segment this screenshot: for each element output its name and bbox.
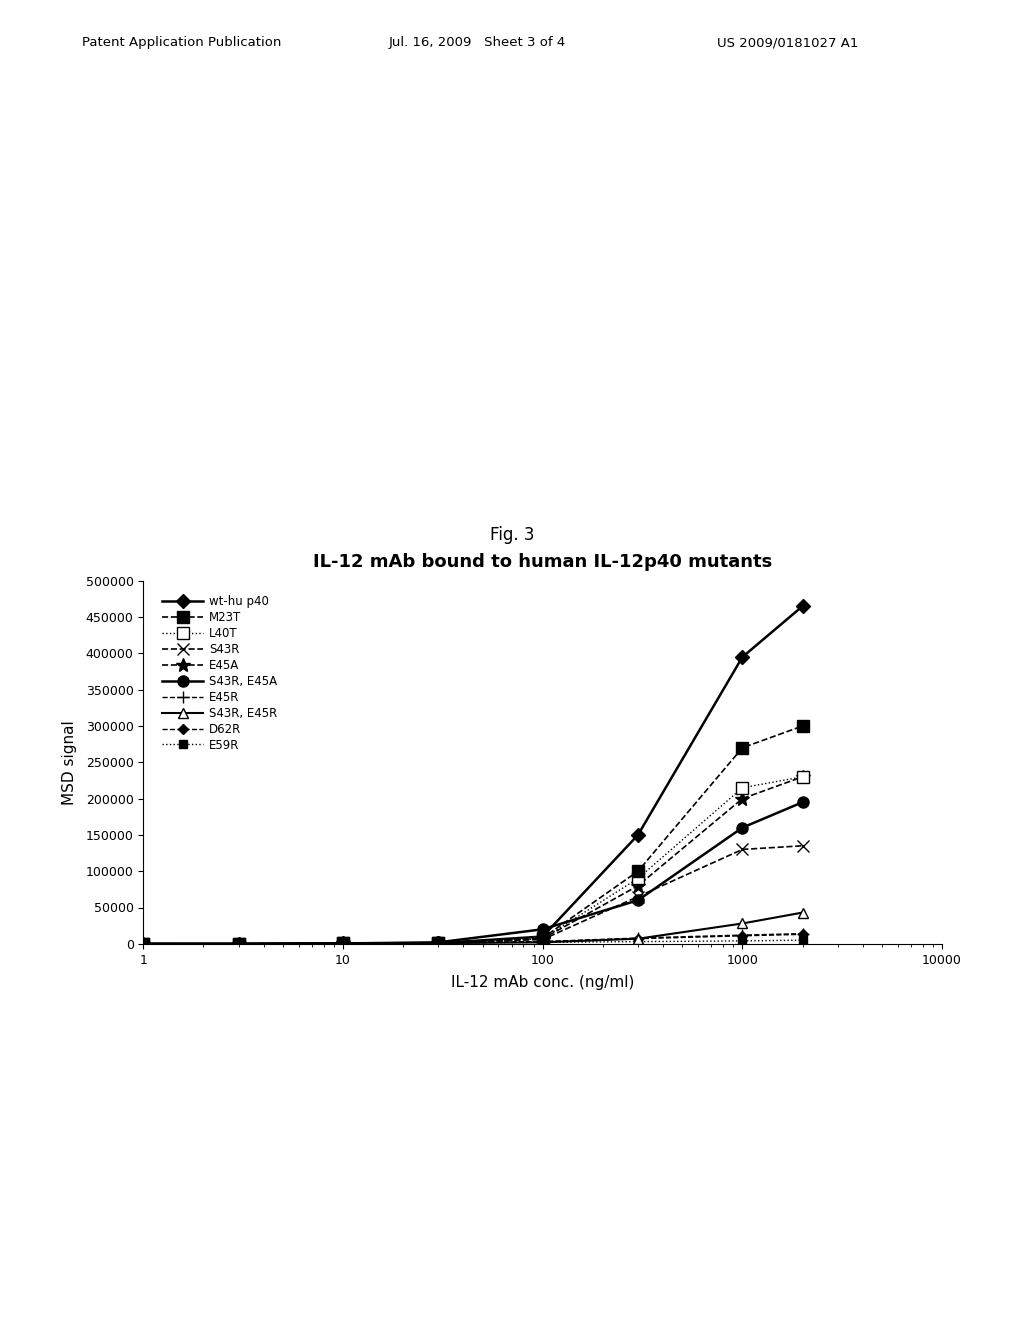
- E59R: [432, 935, 444, 950]
- Text: Patent Application Publication: Patent Application Publication: [82, 36, 282, 49]
- S43R: [736, 842, 749, 858]
- S43R, E45A: [337, 936, 349, 952]
- wt-hu p40: [632, 826, 644, 843]
- S43R, E45A: [432, 935, 444, 950]
- M23T: [432, 935, 444, 950]
- S43R, E45A: [632, 892, 644, 908]
- E45A: [232, 936, 245, 952]
- Line: S43R, E45A: S43R, E45A: [138, 797, 808, 949]
- Line: S43R, E45R: S43R, E45R: [138, 908, 807, 949]
- M23T: [337, 936, 349, 952]
- E59R: [537, 935, 549, 950]
- Line: D62R: D62R: [140, 931, 806, 948]
- E59R: [632, 933, 644, 949]
- E45A: [537, 931, 549, 946]
- Text: Jul. 16, 2009   Sheet 3 of 4: Jul. 16, 2009 Sheet 3 of 4: [389, 36, 566, 49]
- D62R: [137, 936, 150, 952]
- E45R: [537, 933, 549, 949]
- S43R: [797, 838, 809, 854]
- L40T: [432, 935, 444, 950]
- Text: Fig. 3: Fig. 3: [489, 525, 535, 544]
- E59R: [232, 936, 245, 952]
- Line: E45R: E45R: [138, 928, 808, 949]
- S43R: [537, 932, 549, 948]
- E45R: [337, 936, 349, 952]
- E45R: [736, 927, 749, 942]
- wt-hu p40: [537, 929, 549, 945]
- E45R: [232, 936, 245, 952]
- E45R: [137, 936, 150, 952]
- Line: M23T: M23T: [138, 721, 808, 949]
- Line: wt-hu p40: wt-hu p40: [138, 602, 807, 949]
- Text: US 2009/0181027 A1: US 2009/0181027 A1: [717, 36, 858, 49]
- S43R, E45R: [537, 935, 549, 950]
- wt-hu p40: [337, 936, 349, 952]
- E59R: [337, 936, 349, 952]
- Y-axis label: MSD signal: MSD signal: [62, 719, 77, 805]
- E45A: [337, 936, 349, 952]
- S43R, E45R: [797, 904, 809, 920]
- S43R, E45A: [537, 921, 549, 937]
- D62R: [432, 935, 444, 950]
- M23T: [537, 931, 549, 946]
- S43R: [232, 936, 245, 952]
- E45R: [797, 925, 809, 941]
- Title: IL-12 mAb bound to human IL-12p40 mutants: IL-12 mAb bound to human IL-12p40 mutant…: [313, 553, 772, 572]
- wt-hu p40: [736, 649, 749, 665]
- S43R: [632, 888, 644, 904]
- wt-hu p40: [432, 935, 444, 950]
- M23T: [232, 936, 245, 952]
- D62R: [537, 933, 549, 949]
- S43R: [337, 936, 349, 952]
- S43R, E45R: [432, 935, 444, 950]
- wt-hu p40: [137, 936, 150, 952]
- L40T: [232, 936, 245, 952]
- S43R, E45A: [736, 820, 749, 836]
- S43R, E45A: [797, 795, 809, 810]
- Legend: wt-hu p40, M23T, L40T, S43R, E45A, S43R, E45A, E45R, S43R, E45R, D62R, E59R: wt-hu p40, M23T, L40T, S43R, E45A, S43R,…: [158, 590, 283, 756]
- X-axis label: IL-12 mAb conc. (ng/ml): IL-12 mAb conc. (ng/ml): [451, 975, 635, 990]
- S43R: [432, 935, 444, 950]
- E45A: [137, 936, 150, 952]
- S43R, E45R: [232, 936, 245, 952]
- S43R, E45R: [137, 936, 150, 952]
- L40T: [137, 936, 150, 952]
- E45A: [797, 768, 809, 784]
- Line: L40T: L40T: [138, 771, 808, 949]
- S43R, E45A: [137, 936, 150, 952]
- M23T: [736, 739, 749, 755]
- M23T: [797, 718, 809, 734]
- L40T: [736, 780, 749, 796]
- L40T: [632, 871, 644, 887]
- wt-hu p40: [232, 936, 245, 952]
- S43R, E45R: [632, 931, 644, 946]
- L40T: [797, 768, 809, 784]
- wt-hu p40: [797, 598, 809, 614]
- S43R, E45A: [232, 936, 245, 952]
- D62R: [337, 936, 349, 952]
- L40T: [337, 936, 349, 952]
- Line: S43R: S43R: [138, 841, 808, 949]
- E59R: [137, 936, 150, 952]
- Line: E59R: E59R: [139, 936, 807, 948]
- E45R: [632, 931, 644, 946]
- E45A: [736, 791, 749, 807]
- D62R: [797, 927, 809, 942]
- E45A: [632, 878, 644, 894]
- E59R: [736, 933, 749, 949]
- D62R: [232, 936, 245, 952]
- E45R: [432, 935, 444, 950]
- M23T: [137, 936, 150, 952]
- D62R: [632, 931, 644, 946]
- E45A: [432, 935, 444, 950]
- S43R, E45R: [736, 916, 749, 932]
- L40T: [537, 931, 549, 946]
- E59R: [797, 932, 809, 948]
- S43R: [137, 936, 150, 952]
- D62R: [736, 928, 749, 944]
- M23T: [632, 863, 644, 879]
- Line: E45A: E45A: [136, 770, 809, 950]
- S43R, E45R: [337, 936, 349, 952]
